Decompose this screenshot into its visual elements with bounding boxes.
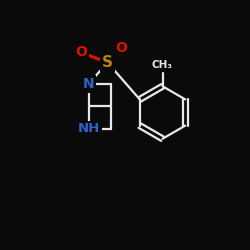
Text: N: N xyxy=(83,77,94,91)
Text: NH: NH xyxy=(78,122,100,135)
Text: S: S xyxy=(102,55,113,70)
Text: O: O xyxy=(75,46,87,60)
Text: CH₃: CH₃ xyxy=(152,60,173,70)
Text: O: O xyxy=(115,40,127,54)
